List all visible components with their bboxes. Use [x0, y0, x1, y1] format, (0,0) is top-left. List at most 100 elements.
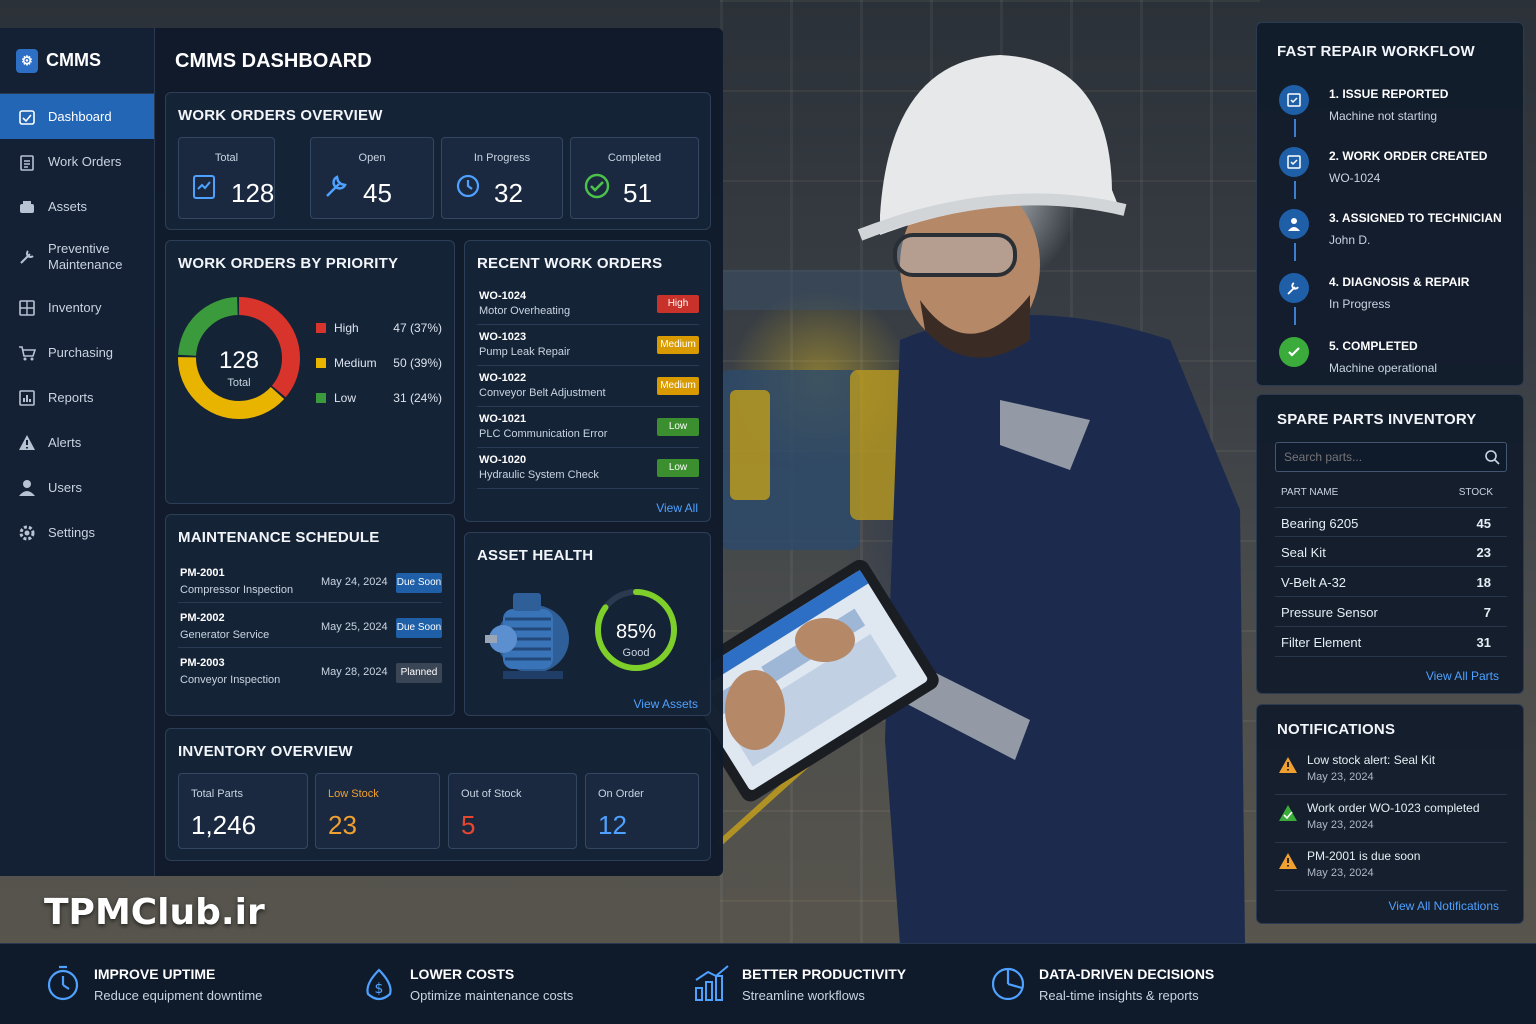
machine-icon [18, 198, 36, 216]
benefit-subtitle: Reduce equipment downtime [94, 988, 263, 1003]
notification-item[interactable]: Low stock alert: Seal Kit May 23, 2024 [1275, 749, 1507, 795]
notification-item[interactable]: PM-2001 is due soon May 23, 2024 [1275, 845, 1507, 891]
step-title: 2. WORK ORDER CREATED [1329, 149, 1488, 163]
donut-total-value: 128 [218, 347, 260, 374]
clipboard-icon [191, 172, 217, 205]
view-all-notifications-link[interactable]: View All Notifications [1388, 899, 1500, 913]
stat-open[interactable]: Open 45 [310, 137, 434, 219]
sidebar-item-label: Inventory [48, 300, 102, 315]
warning-icon [1279, 757, 1297, 778]
tools-icon [18, 248, 36, 266]
priority-panel: WORK ORDERS BY PRIORITY 128 Total High 4… [165, 240, 455, 504]
work-order-row[interactable]: WO-1023 Pump Leak Repair Medium [477, 326, 699, 366]
clock-icon [454, 172, 482, 205]
inventory-card-low-stock[interactable]: Low Stock 23 [315, 773, 440, 849]
step-connector [1294, 243, 1296, 261]
inventory-card-total-parts[interactable]: Total Parts 1,246 [178, 773, 308, 849]
view-all-work-orders-link[interactable]: View All [656, 501, 698, 515]
panel-title: WORK ORDERS OVERVIEW [178, 107, 383, 124]
panel-title: WORK ORDERS BY PRIORITY [178, 255, 399, 272]
sidebar-item-users[interactable]: Users [0, 465, 154, 510]
pie-chart-icon [991, 964, 1027, 1007]
part-stock: 45 [1476, 516, 1491, 531]
workflow-step: 1. ISSUE REPORTED Machine not starting [1277, 83, 1517, 135]
sidebar-item-reports[interactable]: Reports [0, 375, 154, 420]
work-order-row[interactable]: WO-1024 Motor Overheating High [477, 285, 699, 325]
work-order-name: Conveyor Belt Adjustment [479, 387, 606, 399]
sidebar-item-purchasing[interactable]: Purchasing [0, 330, 154, 375]
step-subtitle: WO-1024 [1329, 171, 1381, 185]
sidebar-item-label: Alerts [48, 435, 82, 450]
user-icon [1279, 209, 1309, 239]
maintenance-schedule-panel: MAINTENANCE SCHEDULE PM-2001 Compressor … [165, 514, 455, 716]
work-order-id: WO-1020 [479, 454, 527, 466]
step-subtitle: John D. [1329, 233, 1371, 247]
work-order-id: WO-1024 [479, 290, 527, 302]
stat-total[interactable]: Total 128 [178, 137, 275, 219]
status-badge: Due Soon [396, 573, 442, 593]
sidebar-item-work-orders[interactable]: Work Orders [0, 139, 154, 184]
schedule-row[interactable]: PM-2003 Conveyor Inspection May 28, 2024… [178, 649, 442, 693]
inventory-card-value: 1,246 [191, 810, 257, 840]
legend-swatch [316, 393, 326, 403]
work-order-row[interactable]: WO-1020 Hydraulic System Check Low [477, 449, 699, 489]
work-order-name: Pump Leak Repair [479, 346, 571, 358]
column-header-part-name: PART NAME [1281, 487, 1339, 498]
part-stock: 23 [1476, 545, 1491, 560]
view-all-parts-link[interactable]: View All Parts [1425, 669, 1499, 683]
sidebar-item-assets[interactable]: Assets [0, 184, 154, 229]
step-title: 1. ISSUE REPORTED [1329, 87, 1449, 101]
part-stock: 18 [1476, 575, 1491, 590]
priority-badge: Low [657, 418, 699, 436]
notification-date: May 23, 2024 [1307, 867, 1374, 879]
table-row[interactable]: V-Belt A-32 18 [1275, 567, 1507, 597]
wrench-icon [1279, 273, 1309, 303]
pm-date: May 24, 2024 [321, 576, 388, 588]
sidebar-item-label: Assets [48, 199, 88, 214]
sidebar-item-label: Dashboard [48, 109, 112, 124]
benefit-title: IMPROVE UPTIME [94, 966, 216, 982]
sidebar-item-alerts[interactable]: Alerts [0, 420, 154, 465]
notification-item[interactable]: Work order WO-1023 completed May 23, 202… [1275, 797, 1507, 843]
stat-label: Completed [607, 152, 662, 164]
work-order-id: WO-1021 [479, 413, 527, 425]
stat-completed[interactable]: Completed 51 [570, 137, 699, 219]
table-row[interactable]: Filter Element 31 [1275, 627, 1507, 657]
priority-badge: Medium [657, 336, 699, 354]
inventory-card-out-of-stock[interactable]: Out of Stock 5 [448, 773, 577, 849]
brand[interactable]: ⚙ CMMS [0, 28, 154, 94]
watermark-logo: TPMClub.ir [44, 892, 265, 933]
schedule-row[interactable]: PM-2002 Generator Service May 25, 2024 D… [178, 604, 442, 648]
inventory-card-label: Low Stock [328, 788, 379, 800]
table-row[interactable]: Bearing 6205 45 [1275, 507, 1507, 537]
part-name: Filter Element [1281, 635, 1362, 650]
search-icon[interactable] [1484, 449, 1500, 470]
pm-name: Conveyor Inspection [180, 674, 281, 686]
search-input[interactable] [1276, 443, 1476, 471]
schedule-row[interactable]: PM-2001 Compressor Inspection May 24, 20… [178, 559, 442, 603]
table-row[interactable]: Pressure Sensor 7 [1275, 597, 1507, 627]
legend-value: 47 (37%) [393, 321, 442, 335]
step-connector [1294, 119, 1296, 137]
pm-name: Compressor Inspection [180, 584, 294, 596]
inventory-card-label: Out of Stock [461, 788, 522, 800]
sidebar-item-label: Work Orders [48, 154, 122, 169]
benefit-subtitle: Streamline workflows [742, 988, 865, 1003]
work-order-row[interactable]: WO-1022 Conveyor Belt Adjustment Medium [477, 367, 699, 407]
pm-id: PM-2003 [180, 657, 225, 669]
inventory-card-on-order[interactable]: On Order 12 [585, 773, 699, 849]
work-order-id: WO-1022 [479, 372, 527, 384]
sidebar-item-label: Reports [48, 390, 94, 405]
table-row[interactable]: Seal Kit 23 [1275, 537, 1507, 567]
gear-icon [18, 524, 36, 542]
technician-photo [700, 55, 1245, 945]
sidebar: ⚙ CMMS Dashboard Work Orders Assets Prev… [0, 28, 155, 876]
view-assets-link[interactable]: View Assets [633, 697, 698, 711]
work-order-row[interactable]: WO-1021 PLC Communication Error Low [477, 408, 699, 448]
sidebar-item-inventory[interactable]: Inventory [0, 285, 154, 330]
sidebar-item-settings[interactable]: Settings [0, 510, 154, 555]
sidebar-item-preventive-maintenance[interactable]: Preventive Maintenance [0, 229, 154, 285]
sidebar-item-dashboard[interactable]: Dashboard [0, 94, 154, 139]
stat-in-progress[interactable]: In Progress 32 [441, 137, 563, 219]
inventory-card-value: 5 [461, 810, 476, 840]
